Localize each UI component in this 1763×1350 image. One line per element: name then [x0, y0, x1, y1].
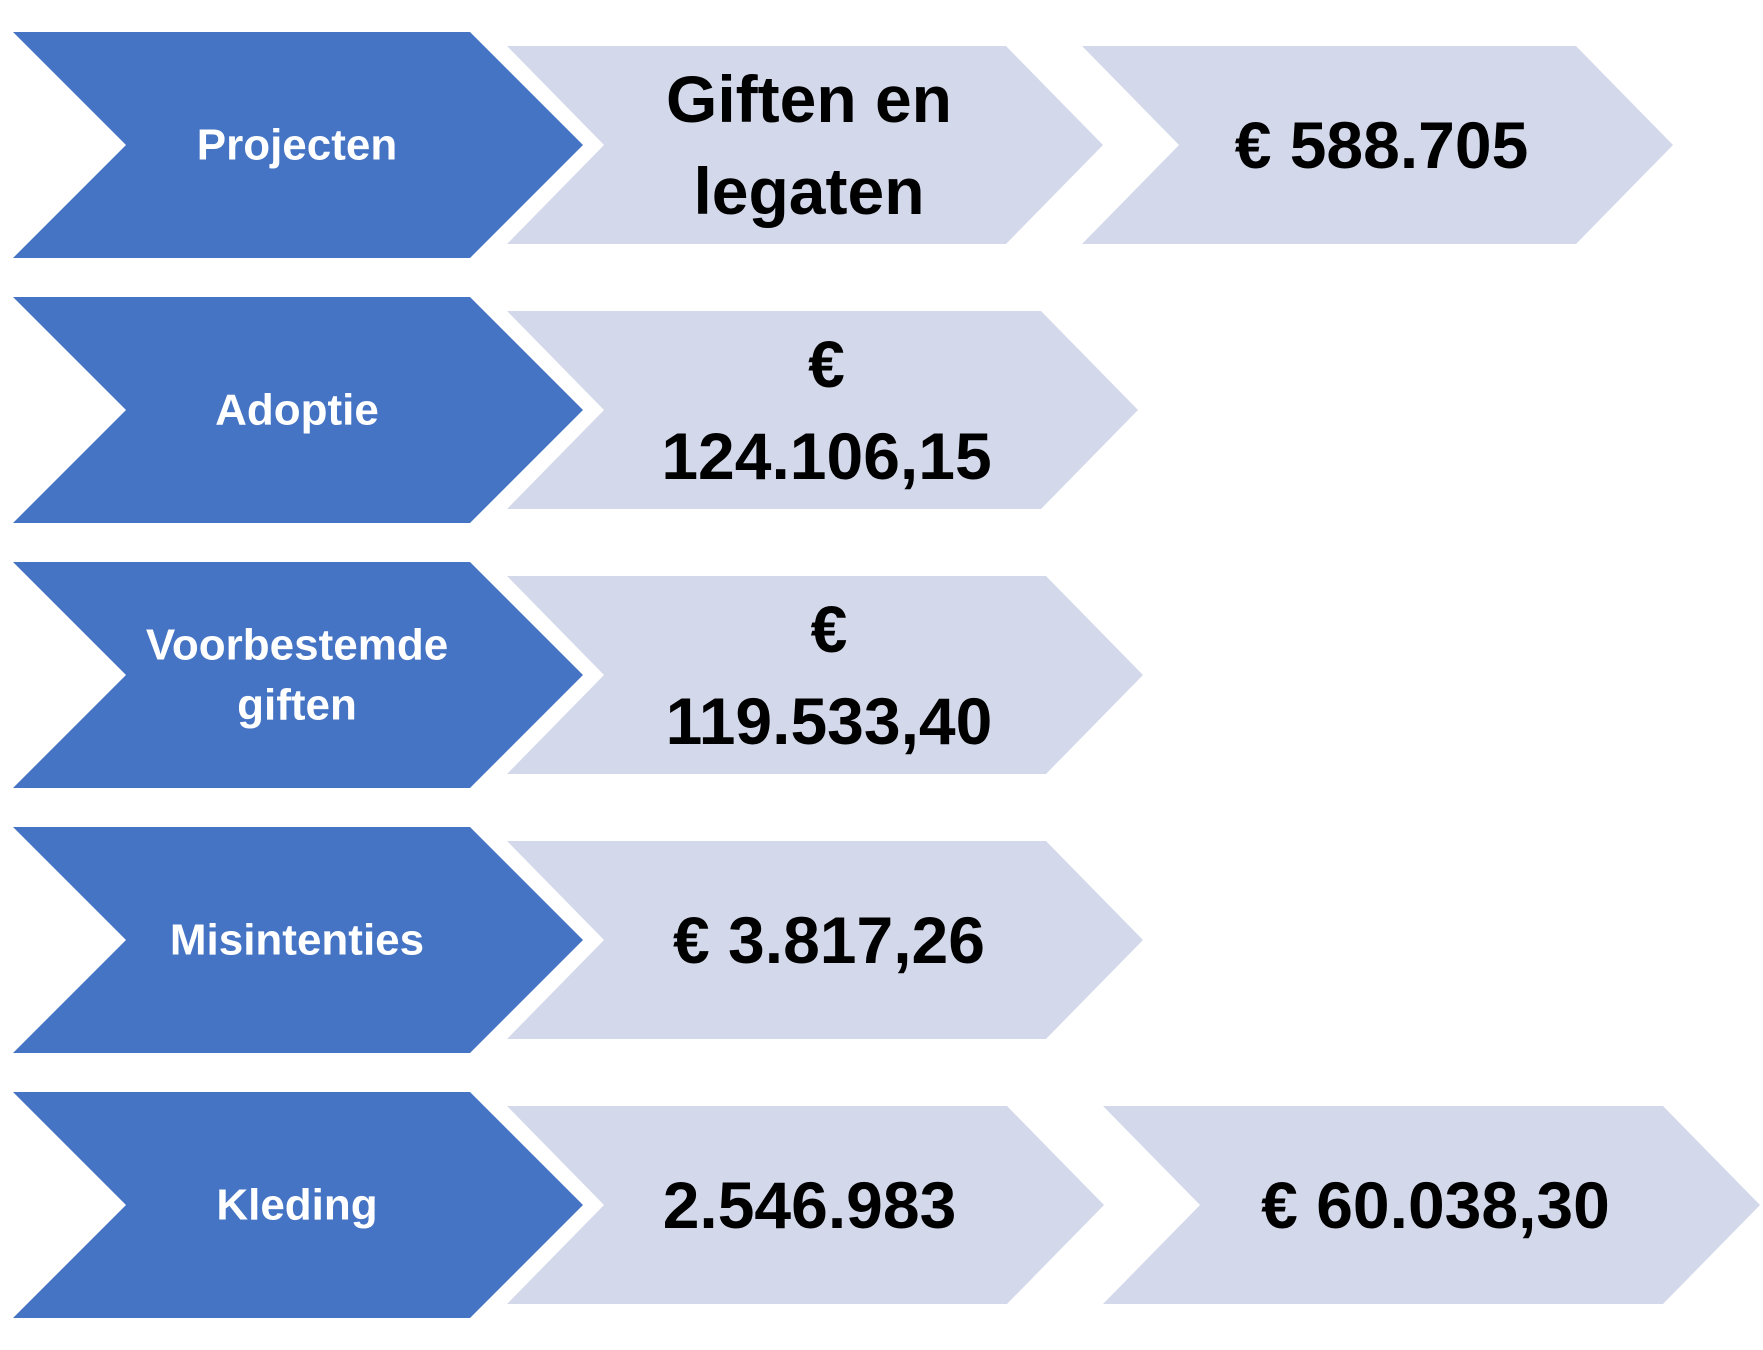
- value-label: Giften en: [666, 62, 952, 136]
- category-label: Misintenties: [170, 916, 424, 965]
- category-label: Voorbestemde: [146, 621, 448, 670]
- category-label: Adoptie: [215, 386, 379, 435]
- category-label: giften: [237, 681, 357, 730]
- value-label: 124.106,15: [661, 419, 991, 493]
- value-label: €: [808, 327, 845, 401]
- row-1: Projecten Giften en legaten € 588.705: [13, 32, 1673, 258]
- value-chevron: [1103, 1106, 1760, 1304]
- value-label: €: [811, 592, 848, 666]
- value-label: 119.533,40: [666, 684, 993, 758]
- value-chevron: [507, 1106, 1104, 1304]
- value-chevron: [507, 841, 1143, 1039]
- value-chevron: [507, 46, 1103, 244]
- value-label: € 3.817,26: [673, 903, 985, 977]
- value-label: legaten: [693, 154, 924, 228]
- value-label: 2.546.983: [663, 1168, 957, 1242]
- category-label: Kleding: [216, 1181, 377, 1230]
- row-4: Misintenties € 3.817,26: [13, 827, 1143, 1053]
- row-5: Kleding 2.546.983 € 60.038,30: [13, 1092, 1760, 1318]
- value-label: € 60.038,30: [1261, 1168, 1610, 1242]
- category-chevron: [13, 562, 583, 788]
- row-3: Voorbestemde giften €119.533,40: [13, 562, 1143, 788]
- category-label: Projecten: [197, 121, 398, 170]
- row-2: Adoptie €124.106,15: [13, 297, 1138, 523]
- value-label: € 588.705: [1235, 108, 1529, 182]
- value-chevron: [1082, 46, 1673, 244]
- category-chevron: [13, 32, 583, 258]
- category-chevron: [13, 1092, 583, 1318]
- category-chevron: [13, 827, 583, 1053]
- category-chevron: [13, 297, 583, 523]
- value-chevron: [507, 576, 1143, 774]
- value-chevron: [507, 311, 1138, 509]
